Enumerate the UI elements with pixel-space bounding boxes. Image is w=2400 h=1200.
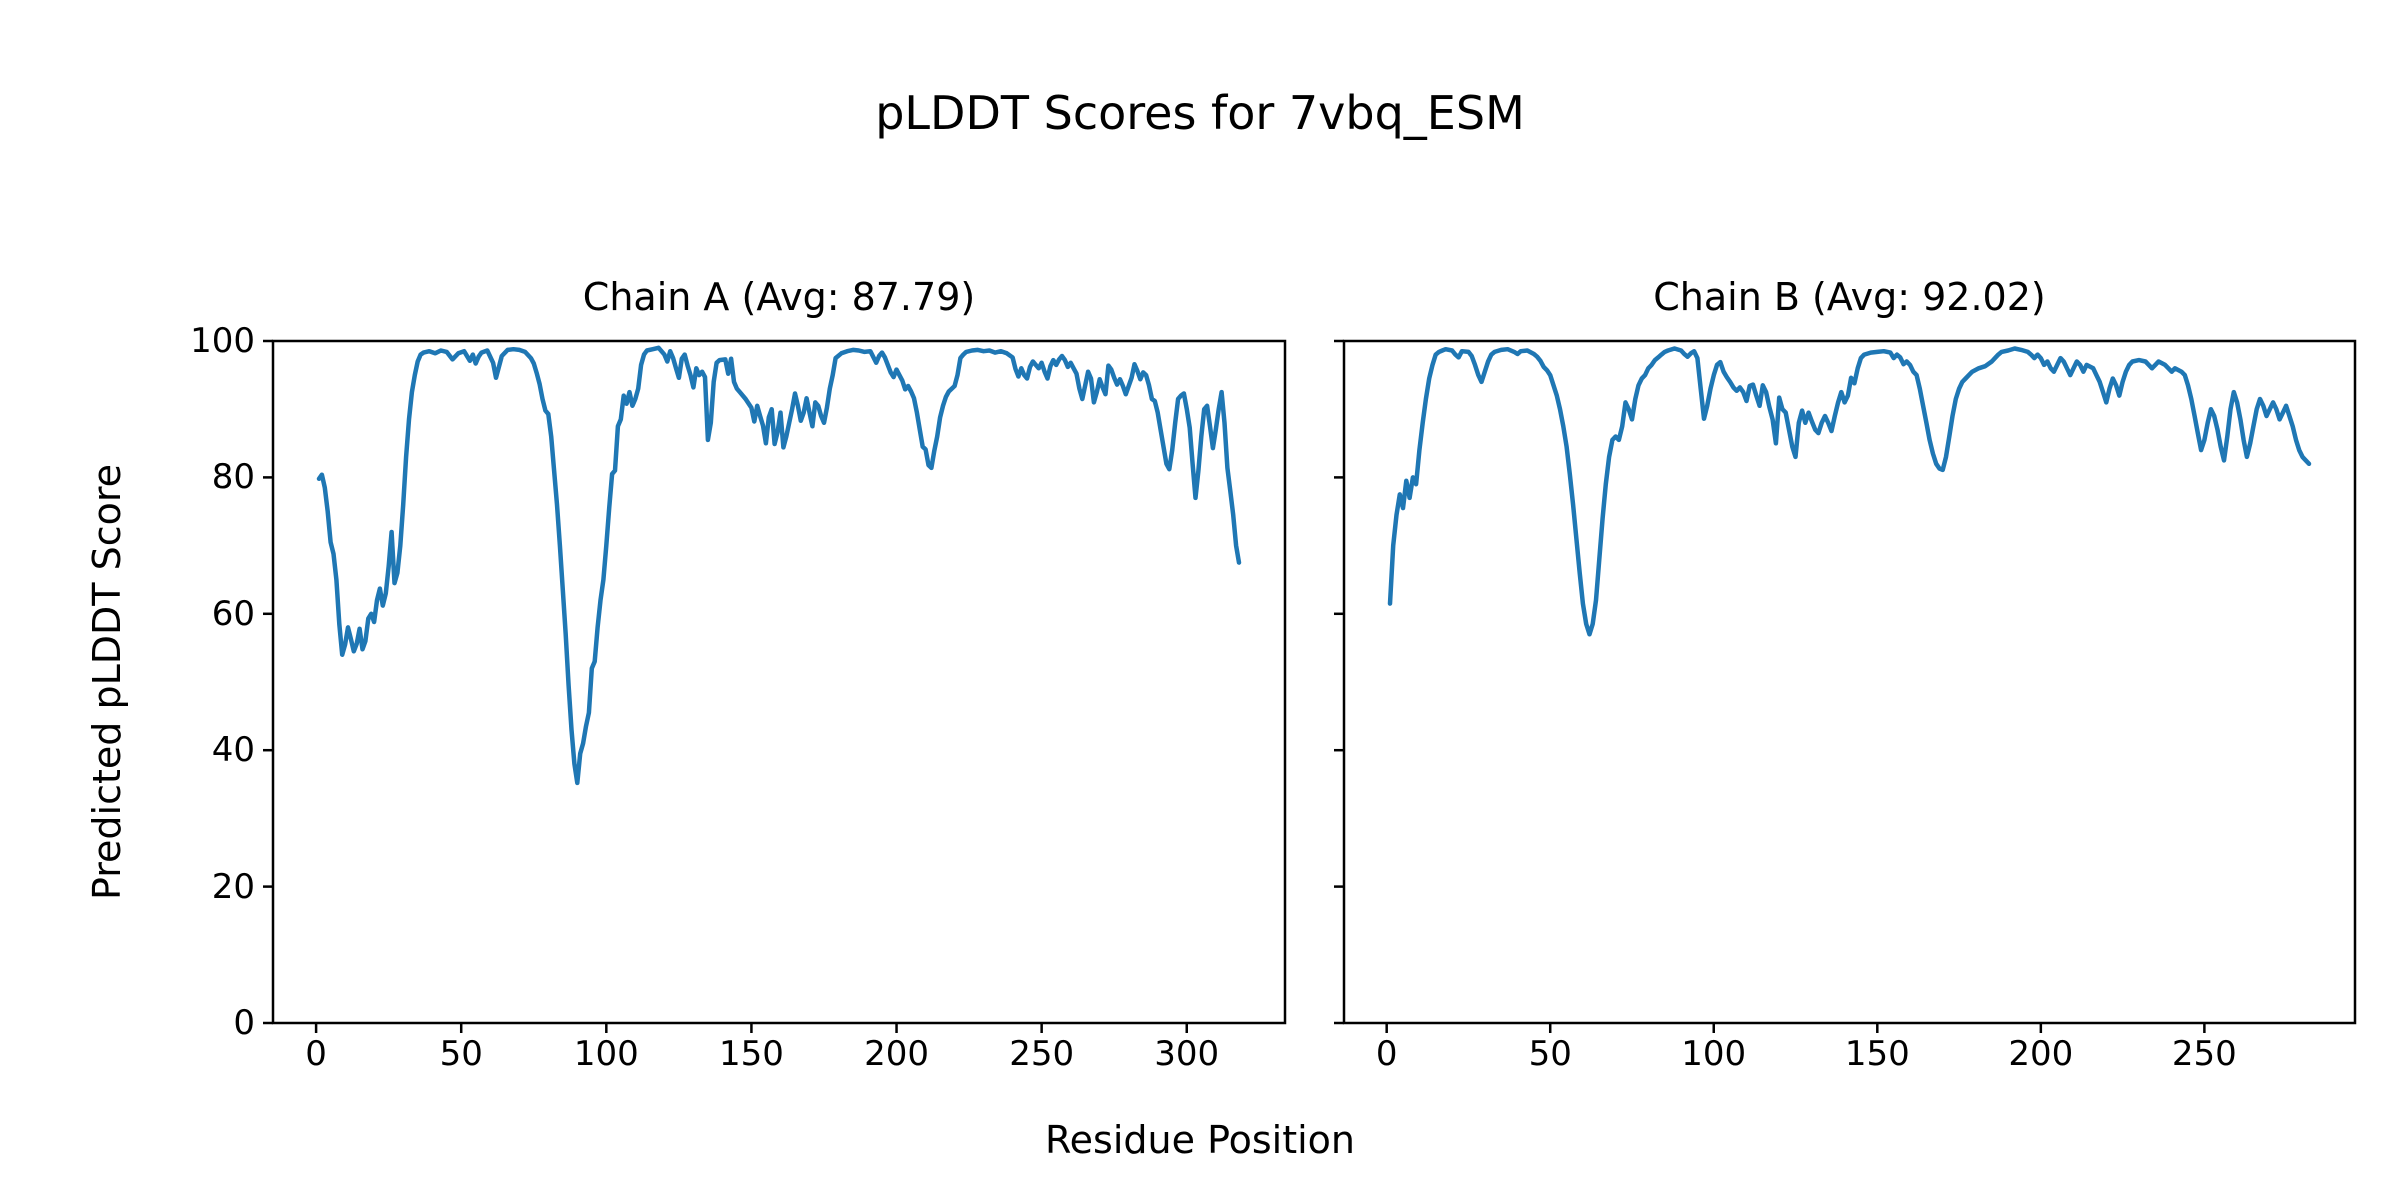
y-tick-label: 80 — [211, 457, 255, 498]
figure-title: pLDDT Scores for 7vbq_ESM — [875, 86, 1525, 140]
x-tick-label: 0 — [1375, 1034, 1398, 1074]
axes-spines — [1342, 339, 2357, 1025]
y-tick-label: 0 — [233, 1003, 255, 1043]
x-axis-label: Residue Position — [1044, 1118, 1356, 1162]
x-tick-label: 0 — [305, 1034, 327, 1074]
x-tick-label: 150 — [718, 1034, 784, 1074]
y-tick-label: 20 — [211, 866, 255, 907]
x-tick-label: 250 — [2171, 1034, 2237, 1074]
chain-a-title: Chain A (Avg: 87.79) — [582, 275, 976, 319]
y-axis-label: Predicted pLDDT Score — [85, 464, 129, 900]
y-tick-label: 60 — [211, 593, 255, 634]
y-tick-label: 40 — [211, 730, 255, 771]
x-tick-label: 300 — [1154, 1034, 1220, 1074]
chain-b-subplot: Chain B (Avg: 92.02) 0 50 100 150 200 250 — [1334, 275, 2357, 1071]
y-tick-label: 100 — [190, 321, 255, 361]
x-tick-label: 150 — [1844, 1034, 1910, 1074]
x-tick-label: 100 — [573, 1034, 639, 1074]
chain-b-title: Chain B (Avg: 92.02) — [1653, 275, 2046, 319]
x-tick-label: 200 — [2008, 1034, 2074, 1074]
x-tick-label: 250 — [1009, 1034, 1075, 1074]
chain-a-axes — [263, 339, 1287, 1033]
x-tick-label: 200 — [864, 1034, 929, 1074]
axes-spines — [271, 339, 1287, 1025]
plddt-line-chain-B — [1387, 346, 2312, 637]
x-tick-label: 50 — [1528, 1034, 1572, 1074]
plddt-line-chain-A — [316, 345, 1242, 786]
chain-a-subplot: Chain A (Avg: 87.79) 0 50 100 150 200 250 300 0… — [190, 275, 1287, 1071]
x-tick-label: 50 — [439, 1034, 483, 1074]
chain-b-axes — [1334, 339, 2357, 1033]
x-tick-label: 100 — [1681, 1034, 1747, 1074]
